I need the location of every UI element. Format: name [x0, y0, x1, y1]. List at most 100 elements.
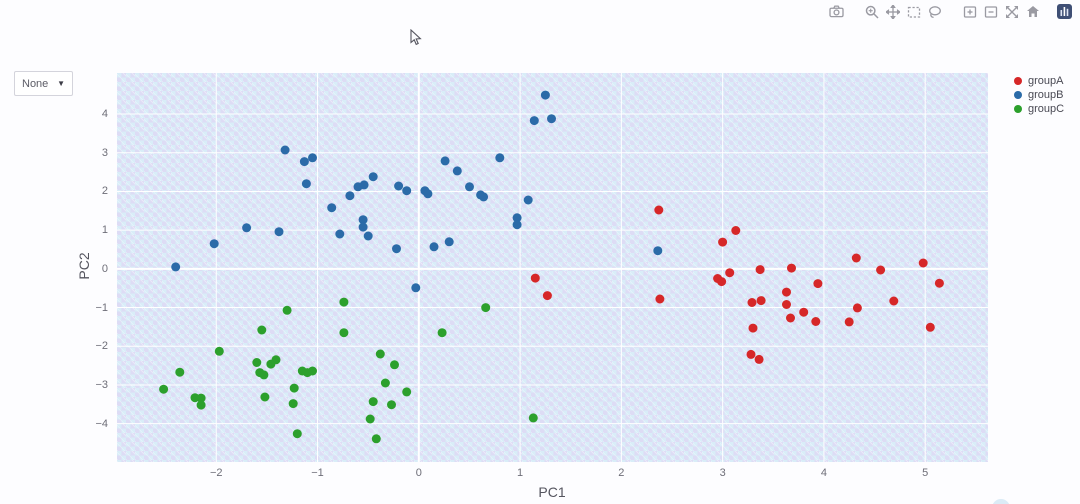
- autoscale-button[interactable]: [1001, 4, 1022, 19]
- scatter-point-groupA: [530, 273, 540, 283]
- scatter-point-groupA: [813, 279, 823, 289]
- scatter-point-groupA: [746, 349, 756, 359]
- scatter-point-groupC: [528, 413, 538, 423]
- legend-item-groupA[interactable]: groupA: [1008, 74, 1064, 87]
- scatter-point-groupC: [289, 383, 299, 393]
- scatter-point-groupB: [440, 156, 450, 166]
- scatter-point-groupB: [394, 181, 404, 191]
- scatter-point-groupB: [274, 227, 284, 237]
- scatter-point-groupB: [411, 283, 421, 293]
- scatter-point-groupB: [301, 179, 311, 189]
- y-tick-label: 4: [101, 108, 108, 121]
- pan-mode-button[interactable]: [882, 4, 903, 19]
- scatter-point-groupA: [799, 307, 809, 317]
- scatter-point-groupB: [465, 182, 474, 192]
- scatter-point-groupB: [429, 242, 439, 252]
- plotly-modebar: [812, 4, 1072, 19]
- legend-label: groupB: [1028, 88, 1064, 101]
- scatter-point-groupB: [359, 180, 369, 190]
- scatter-point-groupB: [540, 90, 550, 100]
- camera-icon: [829, 5, 844, 18]
- y-tick-label: 0: [101, 262, 108, 275]
- scatter-point-groupA: [655, 294, 665, 304]
- dropdown-value: None: [22, 77, 49, 90]
- legend-marker-icon: [1014, 90, 1022, 99]
- legend: groupA groupB groupC: [1008, 74, 1064, 115]
- box-select-button[interactable]: [903, 4, 924, 19]
- reset-axes-button[interactable]: [1022, 4, 1043, 19]
- scatter-point-groupA: [934, 278, 944, 288]
- scatter-point-groupA: [731, 226, 741, 235]
- color-by-dropdown[interactable]: None ▼: [14, 71, 73, 96]
- scatter-point-groupB: [529, 116, 539, 126]
- scatter-point-groupA: [811, 317, 821, 326]
- scatter-point-groupA: [718, 237, 728, 247]
- legend-item-groupC[interactable]: groupC: [1008, 103, 1064, 115]
- scatter-point-groupB: [444, 237, 454, 247]
- x-tick-label: 2: [618, 467, 625, 479]
- scatter-point-groupA: [754, 354, 764, 364]
- scatter-point-groupA: [747, 298, 757, 307]
- scatter-point-groupC: [339, 297, 349, 307]
- download-png-button[interactable]: [826, 4, 847, 19]
- legend-marker-icon: [1014, 104, 1022, 113]
- zoom-in-button[interactable]: [959, 4, 980, 19]
- home-icon: [1026, 5, 1040, 18]
- scatter-point-groupC: [260, 392, 270, 402]
- scatter-point-groupC: [402, 387, 412, 397]
- scatter-point-groupC: [252, 358, 262, 367]
- scatter-point-groupC: [288, 399, 298, 409]
- scatter-point-groupB: [358, 215, 368, 225]
- y-tick-label: −2: [95, 340, 108, 353]
- scatter-point-groupB: [209, 239, 219, 249]
- scatter-point-groupA: [782, 300, 791, 309]
- x-tick-label: 4: [820, 467, 827, 479]
- scatter-point-groupB: [335, 229, 345, 239]
- scatter-point-groupA: [787, 263, 796, 273]
- zoom-mode-button[interactable]: [861, 4, 882, 19]
- legend-label: groupA: [1028, 74, 1064, 87]
- scatter-point-groupB: [171, 262, 181, 272]
- partial-circle-decoration: [992, 499, 1010, 504]
- scatter-point-groupC: [375, 349, 385, 359]
- scatter-point-groupC: [365, 414, 375, 424]
- scatter-point-groupB: [423, 189, 433, 199]
- y-tick-label: 3: [101, 146, 108, 159]
- legend-marker-icon: [1014, 76, 1022, 85]
- x-tick-label: 5: [922, 467, 929, 479]
- pan-icon: [885, 4, 900, 19]
- scatter-point-groupC: [259, 370, 269, 380]
- scatter-point-groupA: [851, 253, 861, 263]
- scatter-point-groupA: [782, 287, 791, 297]
- scatter-point-groupB: [280, 145, 290, 155]
- lasso-select-button[interactable]: [924, 4, 945, 19]
- scatter-point-groupA: [876, 265, 886, 275]
- scatter-point-groupB: [392, 244, 401, 254]
- scatter-point-groupC: [196, 400, 206, 410]
- plotly-logo-button[interactable]: [1057, 4, 1072, 19]
- legend-item-groupB[interactable]: groupB: [1008, 88, 1064, 101]
- chevron-down-icon: ▼: [57, 79, 65, 88]
- x-tick-label: −2: [209, 467, 223, 479]
- scatter-point-groupB: [402, 186, 412, 196]
- scatter-point-groupA: [889, 296, 899, 306]
- scatter-points-layer: [117, 73, 988, 462]
- scatter-point-groupB: [368, 172, 378, 182]
- scatter-plot-canvas[interactable]: [117, 73, 988, 462]
- scatter-point-groupC: [437, 328, 447, 338]
- scatter-point-groupC: [387, 400, 396, 410]
- scatter-point-groupB: [308, 153, 317, 163]
- scatter-point-groupC: [214, 346, 224, 356]
- x-tick-label: 1: [517, 467, 524, 479]
- scatter-point-groupA: [918, 258, 928, 268]
- zoom-out-icon: [984, 5, 998, 19]
- scatter-point-groupC: [368, 397, 378, 407]
- scatter-point-groupC: [292, 429, 302, 439]
- zoom-out-button[interactable]: [980, 4, 1001, 19]
- y-axis-title: PC2: [76, 252, 92, 280]
- scatter-point-groupC: [481, 303, 491, 313]
- zoom-in-icon: [963, 5, 977, 19]
- lasso-select-icon: [928, 5, 942, 19]
- scatter-point-groupB: [495, 153, 505, 163]
- scatter-point-groupB: [242, 223, 252, 233]
